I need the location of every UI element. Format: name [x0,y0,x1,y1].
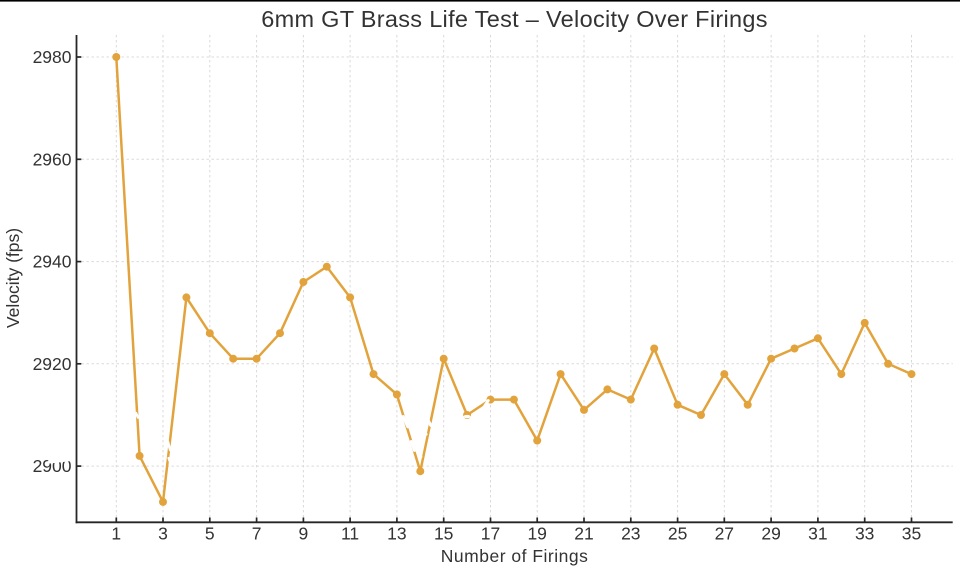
svg-text:35: 35 [902,524,921,544]
svg-text:17: 17 [481,524,500,544]
svg-text:Velocity (fps): Velocity (fps) [3,228,23,328]
svg-text:2980: 2980 [33,47,72,67]
svg-text:2940: 2940 [33,252,72,272]
svg-text:29: 29 [761,524,780,544]
svg-text:5: 5 [205,524,215,544]
svg-text:21: 21 [574,524,593,544]
svg-text:33: 33 [855,524,874,544]
svg-text:7: 7 [252,524,262,544]
svg-text:15: 15 [434,524,453,544]
svg-text:6mm GT Brass Life Test – Veloc: 6mm GT Brass Life Test – Velocity Over F… [261,6,768,32]
svg-text:25: 25 [668,524,687,544]
svg-text:2960: 2960 [33,149,72,169]
svg-text:9: 9 [299,524,309,544]
svg-text:11: 11 [341,524,359,544]
svg-text:2920: 2920 [33,354,72,374]
svg-text:Number of Firings: Number of Firings [441,546,589,566]
svg-text:1: 1 [111,524,121,544]
svg-text:27: 27 [715,524,734,544]
svg-text:3: 3 [158,524,168,544]
svg-text:23: 23 [621,524,640,544]
svg-text:31: 31 [808,524,827,544]
svg-text:13: 13 [387,524,406,544]
svg-text:19: 19 [527,524,546,544]
